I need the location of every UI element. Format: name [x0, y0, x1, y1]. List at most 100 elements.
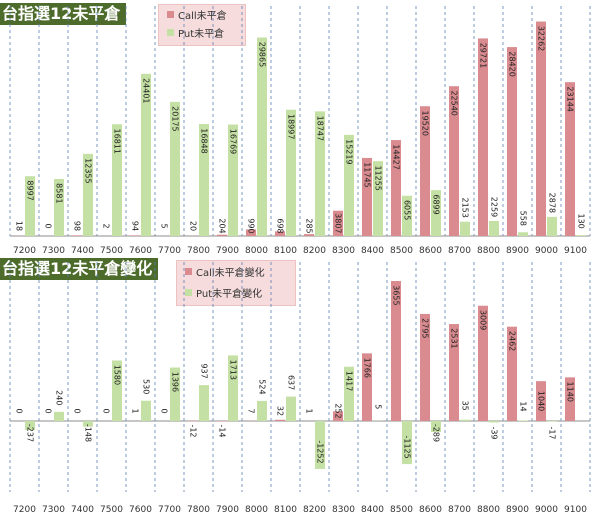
bar-put: [228, 355, 238, 421]
x-tick-label: 7400: [71, 246, 94, 256]
data-label-call: 7: [247, 408, 256, 413]
data-label-put: 6899: [432, 194, 441, 214]
x-tick-label: 7600: [129, 246, 152, 256]
x-tick-label: 8600: [419, 246, 442, 256]
bar-put: [199, 124, 209, 236]
x-tick-label: 7400: [71, 505, 94, 515]
data-label-put: 5: [374, 404, 383, 409]
data-label-call: 1: [305, 408, 314, 413]
data-label-call: -14: [218, 424, 227, 437]
bar-call: [536, 21, 546, 237]
data-label-put: -1125: [403, 435, 412, 458]
bar-put: [518, 420, 528, 421]
legend-swatch-call: [185, 268, 192, 275]
bar-call: [478, 38, 488, 236]
x-tick-label: 8900: [506, 246, 529, 256]
x-tick-label: 8200: [303, 505, 326, 515]
legend: Call未平倉變化 Put未平倉變化: [176, 260, 296, 306]
data-label-put: 1580: [113, 365, 122, 385]
x-tick-label: 7900: [216, 505, 239, 515]
x-tick-label: 8700: [448, 246, 471, 256]
data-label-put: 14: [519, 401, 528, 411]
data-label-call: 29721: [479, 43, 488, 68]
data-label-call: 3655: [392, 285, 401, 305]
bar-put: [315, 111, 325, 236]
bar-put: [199, 385, 209, 421]
data-label-put: -148: [84, 424, 93, 442]
x-tick-label: 7200: [13, 246, 36, 256]
x-tick-label: 8800: [477, 505, 500, 515]
bar-put: [25, 176, 35, 236]
bar-put: [460, 419, 470, 421]
data-label-put: 12355: [84, 158, 93, 183]
bar-put: [402, 195, 412, 236]
x-tick-label: 9100: [564, 246, 587, 256]
legend-label-call: Call未平倉變化: [196, 268, 265, 279]
bar-put: [489, 421, 499, 423]
data-label-put: 1713: [229, 360, 238, 380]
x-tick-label: 8800: [477, 246, 500, 256]
data-label-put: 15219: [345, 139, 354, 164]
bar-put: [315, 421, 325, 469]
x-tick-label: 7800: [187, 505, 210, 515]
legend-item-call: Call未平倉變化: [177, 261, 295, 282]
data-label-put: 558: [519, 211, 528, 226]
bar-put: [518, 232, 528, 236]
data-label-call: 94: [131, 221, 140, 231]
data-label-put: 637: [287, 375, 296, 390]
bar-call: [536, 381, 546, 421]
data-label-call: 0: [44, 408, 53, 413]
bar-put: [257, 400, 267, 421]
data-label-call: 98: [73, 221, 82, 231]
bar-put: [373, 161, 383, 236]
x-tick-label: 7300: [42, 505, 65, 515]
legend-label-put: Put未平倉變化: [196, 289, 263, 300]
x-tick-label: 9000: [535, 505, 558, 515]
bar-put: [228, 124, 238, 236]
data-label-call: 0: [102, 408, 111, 413]
bar-call: [478, 305, 488, 421]
data-label-put: 8581: [55, 183, 64, 203]
data-label-call: 3807: [334, 213, 343, 233]
data-label-call: 1766: [363, 358, 372, 378]
bar-put: [344, 366, 354, 421]
bar-put: [257, 37, 267, 236]
bar-put: [402, 421, 412, 465]
legend-label-put: Put未平倉: [178, 28, 225, 40]
x-tick-label: 7200: [13, 505, 36, 515]
data-label-call: 0: [44, 223, 53, 228]
bar-put: [141, 400, 151, 421]
x-tick-label: 8300: [332, 505, 355, 515]
x-tick-label: 7500: [100, 505, 123, 515]
legend-item-call: Call未平倉: [159, 5, 245, 23]
chart-title: 台指選12未平倉變化: [0, 258, 159, 280]
bar-put: [54, 178, 64, 236]
data-label-call: 20: [189, 221, 198, 231]
data-label-call: 22540: [450, 90, 459, 115]
data-label-put: -39: [490, 426, 499, 439]
data-label-put: 937: [200, 363, 209, 378]
bar-put: [286, 109, 296, 236]
x-tick-label: 7700: [158, 505, 181, 515]
data-label-put: 2259: [490, 197, 499, 217]
data-label-put: -289: [432, 424, 441, 442]
x-tick-label: 8000: [245, 505, 268, 515]
data-label-call: 0: [160, 408, 169, 413]
bar-call: [246, 229, 256, 236]
bar-put: [576, 235, 586, 236]
data-label-put: 130: [577, 213, 586, 228]
bar-put: [547, 216, 557, 236]
data-label-put: 29865: [258, 42, 267, 67]
bar-put: [344, 134, 354, 236]
data-label-put: 2153: [461, 198, 470, 218]
data-label-put: 11255: [374, 165, 383, 190]
legend-item-put: Put未平倉: [159, 23, 245, 41]
bar-put: [547, 421, 557, 422]
data-label-call: 32262: [537, 26, 546, 51]
x-tick-label: 9100: [564, 505, 587, 515]
legend-item-put: Put未平倉變化: [177, 282, 295, 303]
data-label-put: 6055: [403, 200, 412, 220]
bar-put: [460, 221, 470, 236]
